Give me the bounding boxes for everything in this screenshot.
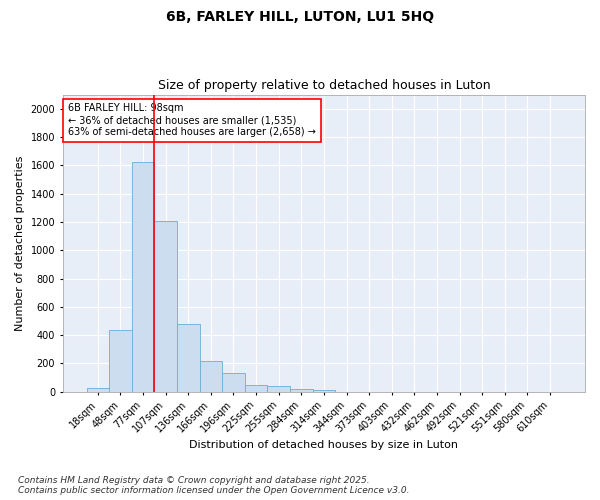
Bar <box>177 324 200 392</box>
Bar <box>132 162 154 392</box>
Bar <box>154 220 177 392</box>
Text: 6B, FARLEY HILL, LUTON, LU1 5HQ: 6B, FARLEY HILL, LUTON, LU1 5HQ <box>166 10 434 24</box>
Bar <box>86 388 109 392</box>
Bar <box>290 390 313 392</box>
Bar <box>222 374 245 392</box>
X-axis label: Distribution of detached houses by size in Luton: Distribution of detached houses by size … <box>190 440 458 450</box>
Bar <box>313 390 335 392</box>
Y-axis label: Number of detached properties: Number of detached properties <box>15 156 25 331</box>
Bar <box>268 386 290 392</box>
Text: 6B FARLEY HILL: 98sqm
← 36% of detached houses are smaller (1,535)
63% of semi-d: 6B FARLEY HILL: 98sqm ← 36% of detached … <box>68 104 316 136</box>
Bar <box>109 330 132 392</box>
Title: Size of property relative to detached houses in Luton: Size of property relative to detached ho… <box>158 79 490 92</box>
Bar <box>200 360 222 392</box>
Text: Contains HM Land Registry data © Crown copyright and database right 2025.
Contai: Contains HM Land Registry data © Crown c… <box>18 476 409 495</box>
Bar <box>245 384 268 392</box>
